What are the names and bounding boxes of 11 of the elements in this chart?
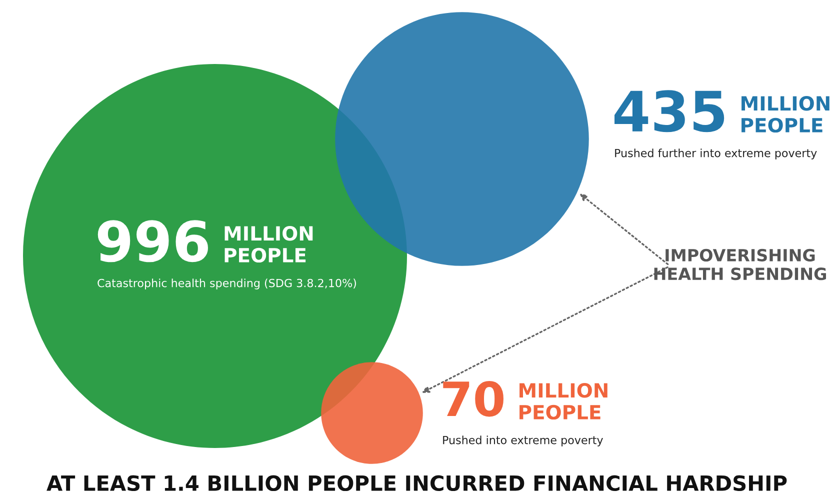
text: MILLION PEOPLE [520,383,608,420]
text: MILLION PEOPLE [742,96,830,133]
data-label: 996 [98,220,208,262]
category-label: Pushed further into extreme poverty [615,148,817,160]
data-label: 70 [443,380,504,417]
text: IMPOVERISHING HEALTH SPENDING [654,248,826,280]
text: MILLION PEOPLE [224,226,313,263]
category-label: Pushed into extreme poverty [443,436,603,446]
category-label: Catastrophic health spending (SDG 3.8.2,10%) [98,278,356,290]
text: AT LEAST 1.4 BILLION PEOPLE INCURRED FINANCIAL HARDSHIP [46,475,787,492]
data-label: 435 [614,90,724,132]
